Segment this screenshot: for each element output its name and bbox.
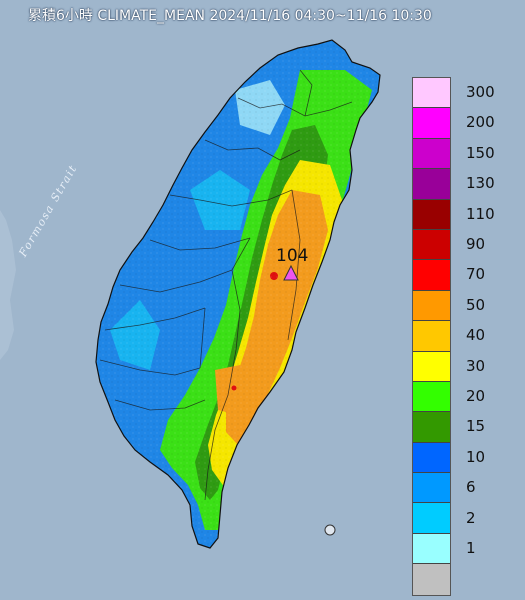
legend-label: 130 [466, 174, 495, 193]
legend-swatch [413, 108, 450, 139]
legend-swatch [413, 473, 450, 504]
legend-label: 150 [466, 143, 495, 162]
legend-label: 70 [466, 265, 486, 284]
legend-label: 1 [466, 539, 476, 557]
legend-swatch [413, 564, 450, 595]
legend-label: 50 [466, 295, 486, 314]
coastline-west [0, 210, 16, 360]
legend-label: 10 [466, 447, 486, 466]
max-rainfall-value: 104 [276, 246, 309, 266]
island-outline [95, 39, 381, 549]
legend-label: 15 [466, 417, 486, 436]
legend-label: 6 [466, 478, 476, 497]
legend-label: 20 [466, 387, 486, 405]
offshore-island [324, 524, 336, 536]
legend-swatch [413, 412, 450, 443]
legend-swatch [413, 229, 450, 261]
legend-swatch [413, 199, 450, 230]
legend-label: 30 [466, 356, 486, 375]
legend-label: 110 [466, 204, 495, 223]
max-rainfall-marker [283, 264, 299, 281]
legend-swatch [413, 290, 450, 322]
legend-swatch [413, 78, 450, 109]
legend-label: 2 [466, 508, 476, 527]
legend-swatch [413, 351, 450, 382]
legend-label: 90 [466, 235, 486, 253]
legend-swatch [413, 260, 450, 291]
rainfall-legend [412, 77, 451, 596]
legend-label: 300 [466, 83, 495, 101]
legend-swatch [413, 503, 450, 534]
legend-swatch [413, 321, 450, 352]
legend-swatch [413, 442, 450, 474]
legend-swatch [413, 138, 450, 170]
legend-swatch [413, 381, 450, 413]
legend-label: 40 [466, 326, 486, 345]
county-boundaries [99, 69, 353, 501]
legend-swatch [413, 533, 450, 565]
legend-label: 200 [466, 113, 495, 132]
legend-swatch [413, 169, 450, 200]
map-title: 累積6小時 CLIMATE_MEAN 2024/11/16 04:30~11/1… [28, 8, 432, 24]
